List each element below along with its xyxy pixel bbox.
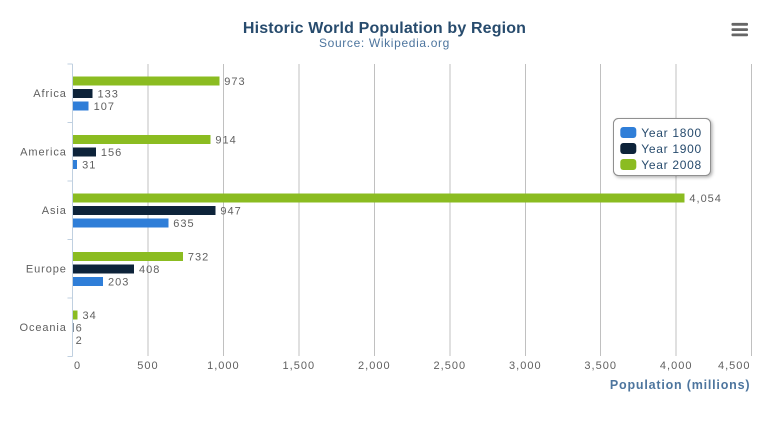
svg-text:732: 732 xyxy=(188,252,209,264)
svg-text:0: 0 xyxy=(74,360,81,372)
svg-text:4,054: 4,054 xyxy=(689,193,722,205)
svg-text:Year 1800: Year 1800 xyxy=(641,126,702,140)
svg-text:Source: Wikipedia.org: Source: Wikipedia.org xyxy=(319,36,450,50)
svg-text:2,500: 2,500 xyxy=(434,360,467,372)
svg-text:203: 203 xyxy=(108,276,129,288)
svg-text:Asia: Asia xyxy=(42,205,67,217)
svg-text:156: 156 xyxy=(101,147,122,159)
svg-text:107: 107 xyxy=(94,101,115,113)
svg-text:Africa: Africa xyxy=(33,88,67,100)
svg-text:Year 2008: Year 2008 xyxy=(641,158,702,172)
svg-text:914: 914 xyxy=(215,135,236,147)
svg-text:4,000: 4,000 xyxy=(660,360,693,372)
svg-text:500: 500 xyxy=(137,360,158,372)
svg-text:Historic World Population by R: Historic World Population by Region xyxy=(243,20,526,37)
svg-text:31: 31 xyxy=(82,159,96,171)
svg-text:Oceania: Oceania xyxy=(20,322,67,334)
svg-text:2: 2 xyxy=(76,335,83,347)
svg-text:973: 973 xyxy=(224,76,245,88)
svg-text:4,500: 4,500 xyxy=(718,360,751,372)
svg-text:Population (millions): Population (millions) xyxy=(610,378,750,392)
svg-text:3,000: 3,000 xyxy=(509,360,542,372)
svg-text:635: 635 xyxy=(173,218,194,230)
svg-text:1,500: 1,500 xyxy=(283,360,316,372)
svg-text:408: 408 xyxy=(139,264,160,276)
svg-text:Europe: Europe xyxy=(26,264,67,276)
svg-text:3,500: 3,500 xyxy=(584,360,617,372)
svg-text:133: 133 xyxy=(98,88,119,100)
svg-text:2,000: 2,000 xyxy=(358,360,391,372)
svg-text:947: 947 xyxy=(220,205,241,217)
svg-text:1,000: 1,000 xyxy=(207,360,240,372)
svg-text:6: 6 xyxy=(76,322,83,334)
svg-text:Year 1900: Year 1900 xyxy=(641,142,702,156)
svg-text:America: America xyxy=(20,147,67,159)
svg-text:34: 34 xyxy=(83,310,97,322)
